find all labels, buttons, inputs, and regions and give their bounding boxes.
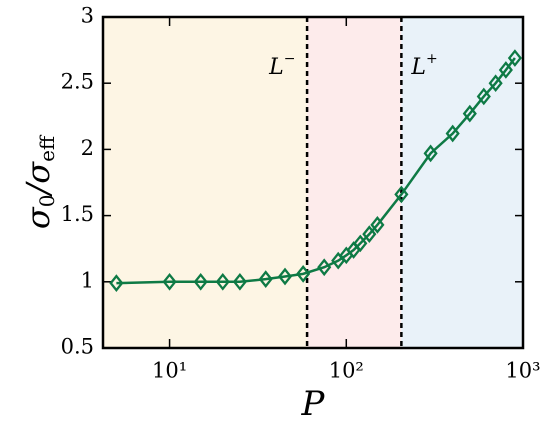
marker <box>498 61 513 79</box>
marker <box>423 144 438 163</box>
marker <box>488 74 503 93</box>
x-tick-label: 10³ <box>505 359 540 383</box>
label-main: L <box>410 55 426 80</box>
label-main: L <box>268 55 284 80</box>
marker <box>258 270 273 288</box>
y-tick-label: 2.5 <box>61 70 94 94</box>
ylabel-sub: eff <box>35 134 59 162</box>
marker <box>277 267 293 286</box>
y-tick-label: 1 <box>81 268 94 292</box>
marker <box>370 216 385 234</box>
marker <box>462 104 477 123</box>
x-axis-label: P <box>301 384 326 424</box>
y-tick-label: 3 <box>81 4 94 28</box>
marker <box>162 272 177 291</box>
marker <box>476 87 491 106</box>
ylabel-part: σ <box>19 206 57 229</box>
threshold-label: L+ <box>410 51 437 80</box>
y-tick-label: 0.5 <box>61 335 94 359</box>
marker <box>232 272 247 291</box>
ylabel-sub: 0 <box>35 195 59 208</box>
region <box>103 17 308 348</box>
threshold-label: L− <box>268 51 295 80</box>
marker <box>353 234 368 253</box>
plot-frame <box>101 15 525 350</box>
marker <box>394 185 409 204</box>
y-tick-label: 1.5 <box>61 202 94 226</box>
marker <box>445 124 460 143</box>
label-sup: − <box>284 51 296 67</box>
label-sup: + <box>426 51 438 67</box>
x-tick-label: 10¹ <box>152 359 187 383</box>
region <box>307 17 402 348</box>
x-tick-label: 10² <box>329 359 364 383</box>
marker <box>507 49 522 67</box>
marker <box>317 258 332 277</box>
ylabel-part: /σ <box>19 161 57 198</box>
marker <box>362 225 377 243</box>
marker <box>215 272 230 291</box>
y-axis-label: σ0/σeff <box>19 134 59 229</box>
y-tick-label: 2 <box>81 136 94 160</box>
marker <box>296 265 311 283</box>
marker <box>193 272 208 291</box>
marker <box>109 274 124 292</box>
